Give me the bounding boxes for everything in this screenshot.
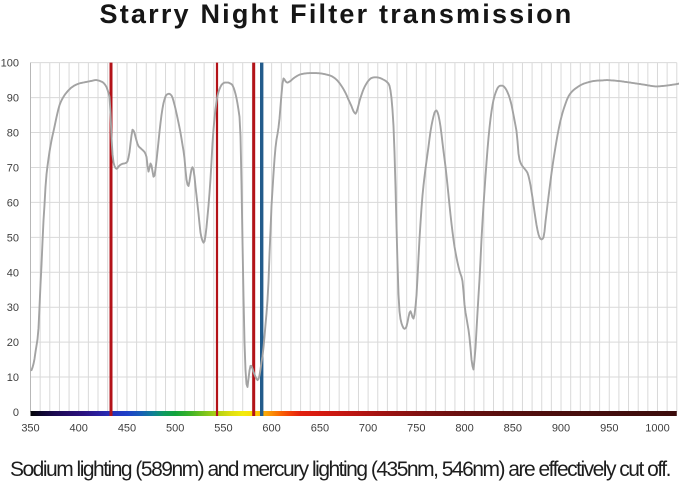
svg-text:950: 950 bbox=[600, 423, 618, 435]
svg-text:90: 90 bbox=[7, 93, 19, 105]
svg-text:10: 10 bbox=[7, 372, 19, 384]
svg-text:600: 600 bbox=[262, 423, 280, 435]
svg-text:850: 850 bbox=[504, 423, 522, 435]
svg-text:750: 750 bbox=[407, 423, 425, 435]
svg-text:80: 80 bbox=[7, 128, 19, 140]
svg-text:60: 60 bbox=[7, 197, 19, 209]
svg-text:100: 100 bbox=[1, 58, 19, 70]
svg-text:900: 900 bbox=[552, 423, 570, 435]
svg-text:450: 450 bbox=[118, 423, 136, 435]
svg-text:70: 70 bbox=[7, 163, 19, 175]
svg-text:1000: 1000 bbox=[645, 423, 669, 435]
svg-text:0: 0 bbox=[13, 407, 19, 419]
svg-text:400: 400 bbox=[70, 423, 88, 435]
svg-text:800: 800 bbox=[455, 423, 473, 435]
svg-text:500: 500 bbox=[166, 423, 184, 435]
svg-text:700: 700 bbox=[359, 423, 377, 435]
svg-text:30: 30 bbox=[7, 302, 19, 314]
svg-text:650: 650 bbox=[311, 423, 329, 435]
svg-text:40: 40 bbox=[7, 267, 19, 279]
svg-text:550: 550 bbox=[214, 423, 232, 435]
svg-text:20: 20 bbox=[7, 337, 19, 349]
svg-text:350: 350 bbox=[21, 423, 39, 435]
svg-text:50: 50 bbox=[7, 232, 19, 244]
